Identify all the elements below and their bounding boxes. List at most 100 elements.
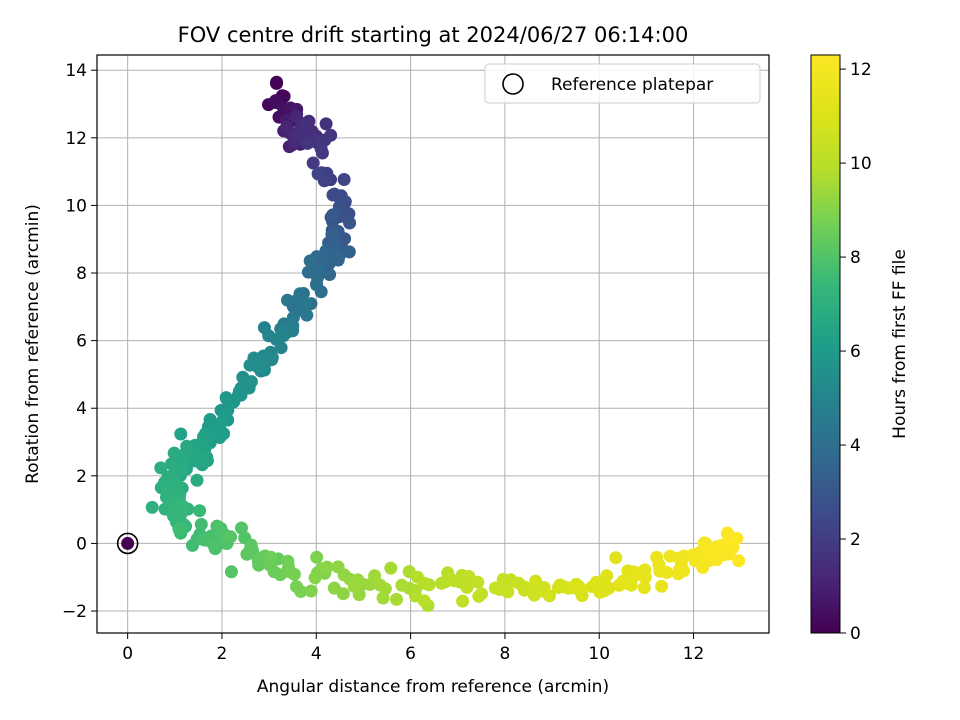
plot-frame — [96, 54, 770, 634]
data-point — [292, 127, 305, 141]
data-point — [240, 547, 254, 561]
data-point — [300, 136, 314, 150]
data-point — [336, 587, 350, 601]
data-point — [264, 550, 278, 564]
data-point — [417, 594, 431, 608]
y-tick-label: −2 — [62, 602, 87, 622]
data-point — [710, 547, 724, 561]
data-point — [180, 439, 194, 453]
y-tick-label: 14 — [65, 61, 87, 81]
data-point — [319, 561, 333, 575]
reference-marker — [116, 532, 139, 555]
data-point — [543, 589, 556, 603]
data-point — [417, 576, 431, 590]
data-point — [175, 462, 189, 476]
data-point — [326, 188, 340, 202]
y-tick-label: 10 — [65, 196, 87, 216]
data-point — [342, 245, 356, 259]
data-point — [330, 249, 344, 262]
data-point — [281, 293, 294, 307]
chart-title: FOV centre drift starting at 2024/06/27 … — [178, 23, 689, 47]
data-point — [308, 571, 322, 585]
colorbar-ticks: 0 2 4 6 8 10 12 — [840, 60, 872, 644]
x-tick-label: 4 — [311, 644, 322, 664]
data-point — [294, 585, 308, 598]
colorbar-tick-label: 10 — [850, 154, 872, 174]
colorbar-tick-label: 2 — [850, 530, 861, 550]
data-point — [686, 548, 700, 562]
data-point — [637, 581, 651, 595]
data-point — [145, 500, 159, 514]
data-points — [145, 75, 746, 612]
data-point — [206, 537, 220, 551]
data-point — [311, 167, 325, 181]
data-point — [308, 266, 322, 279]
data-point — [287, 567, 301, 581]
colorbar-tick-label: 8 — [850, 248, 861, 268]
data-point — [517, 583, 531, 597]
data-point — [602, 581, 616, 595]
data-point — [154, 461, 168, 475]
data-point — [600, 569, 614, 583]
data-point — [638, 563, 652, 577]
x-tick-label: 12 — [683, 644, 705, 664]
data-point — [326, 208, 340, 222]
data-point — [472, 589, 486, 603]
data-point — [609, 551, 623, 565]
data-point — [325, 228, 339, 241]
y-tick-label: 0 — [76, 534, 87, 554]
data-point — [303, 254, 317, 268]
data-point — [190, 473, 204, 487]
data-point — [289, 110, 303, 124]
data-point — [174, 427, 188, 441]
legend-box — [484, 63, 761, 104]
reference-outer-circle — [116, 532, 139, 555]
data-point — [323, 268, 337, 281]
data-point — [677, 564, 691, 578]
data-point — [280, 120, 294, 134]
data-point — [269, 333, 283, 346]
data-point — [306, 156, 320, 170]
data-point — [224, 565, 238, 579]
data-point — [213, 431, 227, 444]
data-point — [195, 458, 209, 472]
data-point — [216, 414, 230, 428]
colorbar: 0 2 4 6 8 10 12 Hours from first FF file — [810, 54, 910, 644]
colorbar-tick-label: 4 — [850, 436, 861, 456]
y-tick-label: 4 — [76, 399, 87, 419]
colorbar-tick-label: 6 — [850, 342, 861, 362]
data-point — [310, 550, 324, 564]
data-point — [304, 584, 318, 598]
data-point — [299, 297, 313, 311]
grid-lines — [97, 55, 769, 633]
legend-marker-icon — [502, 73, 524, 95]
colorbar-gradient — [810, 54, 841, 634]
data-point — [167, 446, 181, 460]
data-point — [194, 517, 208, 531]
data-point — [174, 507, 188, 521]
colorbar-label: Hours from first FF file — [890, 249, 910, 439]
x-tick-label: 6 — [405, 644, 416, 664]
data-point — [653, 564, 667, 577]
data-point — [310, 278, 323, 292]
data-point — [378, 582, 392, 596]
y-axis-label: Rotation from reference (arcmin) — [23, 204, 43, 484]
x-axis-label: Angular distance from reference (arcmin) — [257, 677, 609, 697]
data-point — [384, 561, 398, 575]
data-point — [337, 173, 351, 186]
data-point — [347, 580, 361, 593]
y-tick-label: 6 — [76, 332, 87, 352]
colorbar-tick-label: 12 — [850, 60, 872, 80]
y-tick-label: 2 — [76, 467, 87, 487]
data-point — [165, 457, 178, 471]
data-point — [395, 578, 409, 592]
data-point — [732, 554, 746, 568]
data-point — [173, 522, 187, 536]
data-point — [221, 403, 235, 417]
data-point — [300, 308, 314, 322]
y-tick-label: 8 — [76, 264, 87, 284]
data-point — [650, 550, 664, 564]
data-point — [270, 75, 284, 89]
y-tick-label: 12 — [65, 129, 87, 149]
